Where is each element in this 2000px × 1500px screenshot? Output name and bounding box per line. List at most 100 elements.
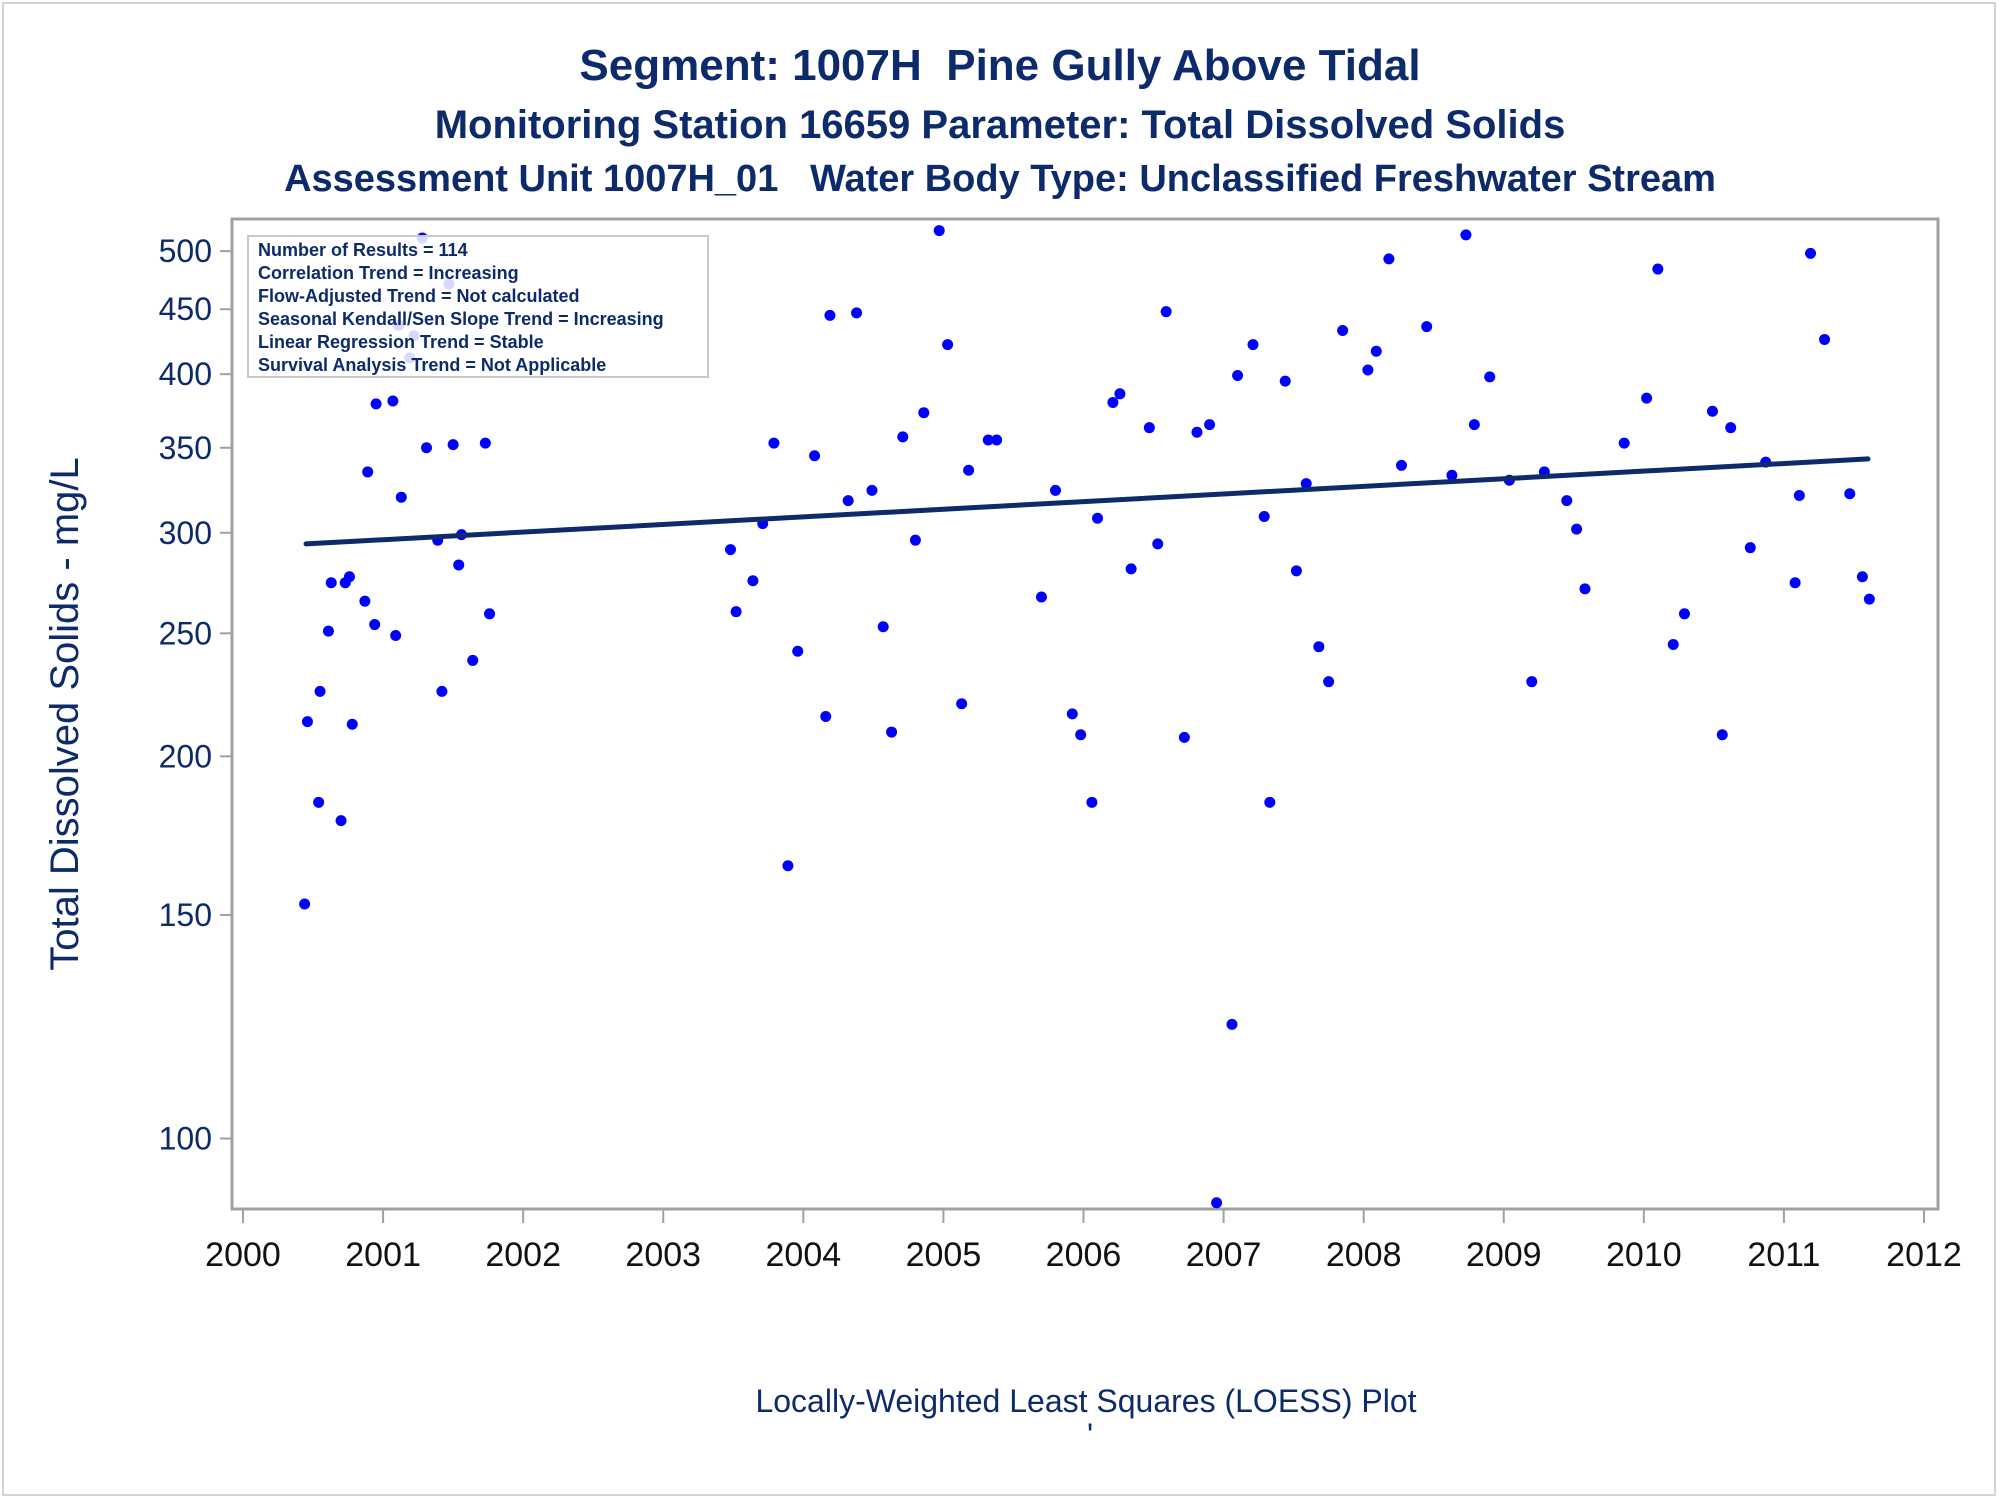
data-point xyxy=(484,608,496,620)
stats-box: Number of Results = 114 Correlation Tren… xyxy=(247,235,709,378)
data-point xyxy=(453,559,465,571)
data-point xyxy=(1337,324,1349,336)
data-point xyxy=(724,544,736,556)
data-point xyxy=(1819,333,1831,345)
chart-subtitle-2: Assessment Unit 1007H_01 Water Body Type… xyxy=(284,158,1716,200)
y-axis: 100 150 200 250 300 350 400 450 500 xyxy=(159,233,232,1157)
data-point xyxy=(1232,370,1244,382)
data-point xyxy=(301,716,313,728)
x-tick-label: 2006 xyxy=(1046,1236,1122,1274)
data-point xyxy=(824,309,836,321)
data-point xyxy=(1460,229,1472,241)
data-point xyxy=(897,431,909,443)
chart-title: Segment: 1007H Pine Gully Above Tidal xyxy=(579,41,1420,90)
data-point xyxy=(1092,512,1104,524)
data-point xyxy=(467,654,479,666)
x-tick-label: 2002 xyxy=(485,1236,561,1274)
data-point xyxy=(1641,392,1653,404)
data-point xyxy=(1526,676,1538,688)
data-point xyxy=(322,625,334,637)
data-points xyxy=(299,225,1875,1209)
data-point xyxy=(346,718,358,730)
y-tick-label: 300 xyxy=(159,515,212,551)
data-point xyxy=(1579,583,1591,595)
chart-footnote: Locally-Weighted Least Squares (LOESS) P… xyxy=(755,1383,1416,1419)
stat-seasonal-kendall-trend: Seasonal Kendall/Sen Slope Trend = Incre… xyxy=(258,309,664,329)
y-tick-label: 150 xyxy=(159,897,212,933)
data-point xyxy=(1844,488,1856,500)
data-point xyxy=(809,450,821,462)
data-point xyxy=(1035,591,1047,603)
x-tick-label: 2000 xyxy=(205,1236,281,1274)
data-point xyxy=(1421,321,1433,333)
chart-subtitle: Monitoring Station 16659 Parameter: Tota… xyxy=(435,103,1566,147)
data-point xyxy=(1114,388,1126,400)
data-point xyxy=(1484,371,1496,383)
data-point xyxy=(1300,478,1312,490)
y-tick-label: 400 xyxy=(159,356,212,392)
data-point xyxy=(730,606,742,618)
data-point xyxy=(313,796,325,808)
data-point xyxy=(1561,495,1573,507)
y-tick-label: 500 xyxy=(159,233,212,269)
x-tick-label: 2003 xyxy=(625,1236,701,1274)
data-point xyxy=(1143,422,1155,434)
data-point xyxy=(1706,405,1718,417)
data-point xyxy=(933,225,945,237)
data-point xyxy=(387,395,399,407)
data-point xyxy=(421,442,433,454)
data-point xyxy=(1049,484,1061,496)
plot-area xyxy=(230,217,1940,1211)
data-point xyxy=(479,437,491,449)
data-point xyxy=(1789,577,1801,589)
data-point xyxy=(1066,708,1078,720)
data-point xyxy=(1204,419,1216,431)
y-tick-label: 100 xyxy=(159,1121,212,1157)
data-point xyxy=(1652,263,1664,275)
data-point xyxy=(747,575,759,587)
x-tick-label: 2001 xyxy=(345,1236,421,1274)
data-point xyxy=(362,466,374,478)
data-point xyxy=(1211,1197,1223,1209)
data-point xyxy=(1107,396,1119,408)
stat-linear-regression-trend: Linear Regression Trend = Stable xyxy=(258,332,544,352)
data-point xyxy=(792,645,804,657)
data-point xyxy=(1178,731,1190,743)
data-point xyxy=(314,685,326,697)
data-point xyxy=(918,407,930,419)
data-point xyxy=(1191,426,1203,438)
data-point xyxy=(1152,538,1164,550)
data-point xyxy=(390,630,402,642)
x-tick-label: 2011 xyxy=(1747,1236,1820,1274)
data-point xyxy=(436,685,448,697)
y-tick-label: 450 xyxy=(159,291,212,327)
y-tick-label: 350 xyxy=(159,430,212,466)
data-point xyxy=(1290,565,1302,577)
data-point xyxy=(1856,571,1868,583)
data-point xyxy=(1725,422,1737,434)
data-point xyxy=(1125,563,1137,575)
data-point xyxy=(1279,375,1291,387)
data-point xyxy=(335,815,347,827)
data-point xyxy=(1618,437,1630,449)
data-point xyxy=(359,595,371,607)
data-point xyxy=(866,484,878,496)
data-point xyxy=(842,495,854,507)
data-point xyxy=(851,307,863,319)
data-point xyxy=(395,491,407,503)
x-tick-label: 2009 xyxy=(1466,1236,1542,1274)
stat-flow-adjusted-trend: Flow-Adjusted Trend = Not calculated xyxy=(258,286,580,306)
data-point xyxy=(768,437,780,449)
data-point xyxy=(1160,306,1172,318)
x-tick-label: 2004 xyxy=(766,1236,842,1274)
x-tick-label: 2012 xyxy=(1886,1236,1962,1274)
data-point xyxy=(1744,542,1756,554)
trend-line xyxy=(303,456,1871,547)
data-point xyxy=(1383,253,1395,265)
data-point xyxy=(982,434,994,446)
data-point xyxy=(1678,608,1690,620)
y-tick-label: 250 xyxy=(159,615,212,651)
data-point xyxy=(1446,469,1458,481)
